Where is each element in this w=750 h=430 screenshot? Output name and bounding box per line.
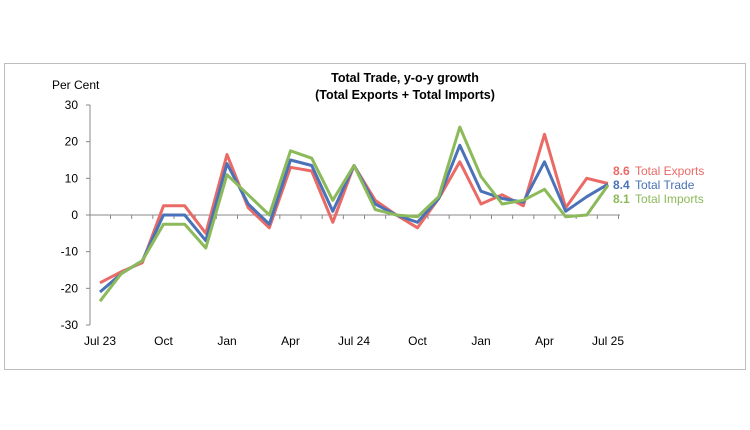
- x-tick-label: Jul 23: [84, 334, 116, 348]
- x-tick-label: Apr: [281, 334, 300, 348]
- x-tick-label: Oct: [154, 334, 173, 348]
- y-axis-label: Per Cent: [52, 78, 100, 92]
- y-tick-label: 30: [65, 98, 79, 112]
- x-tick-label: Jul 24: [338, 334, 370, 348]
- x-tick-label: Jul 25: [592, 334, 624, 348]
- chart-frame: [4, 63, 746, 370]
- legend-label: Total Exports: [635, 164, 704, 178]
- y-tick-label: -10: [61, 245, 79, 259]
- legend-value: 8.4: [613, 178, 630, 192]
- series-line-total-imports: [98, 125, 610, 303]
- x-tick-label: Oct: [408, 334, 427, 348]
- x-tick-label: Jan: [217, 334, 236, 348]
- legend-value: 8.1: [613, 192, 630, 206]
- legend-label: Total Imports: [635, 192, 704, 206]
- legend-label: Total Trade: [635, 178, 695, 192]
- y-tick-label: 20: [65, 135, 79, 149]
- y-tick-label: 10: [65, 171, 79, 185]
- y-tick-label: 0: [71, 208, 78, 222]
- y-tick-label: -30: [61, 318, 79, 332]
- x-tick-label: Jan: [471, 334, 490, 348]
- chart-subtitle: (Total Exports + Total Imports): [315, 88, 495, 102]
- x-tick-label: Apr: [535, 334, 554, 348]
- chart-title: Total Trade, y-o-y growth: [331, 71, 479, 85]
- series-line-total-exports: [99, 132, 609, 285]
- y-tick-label: -20: [61, 281, 79, 295]
- legend-value: 8.6: [613, 164, 630, 178]
